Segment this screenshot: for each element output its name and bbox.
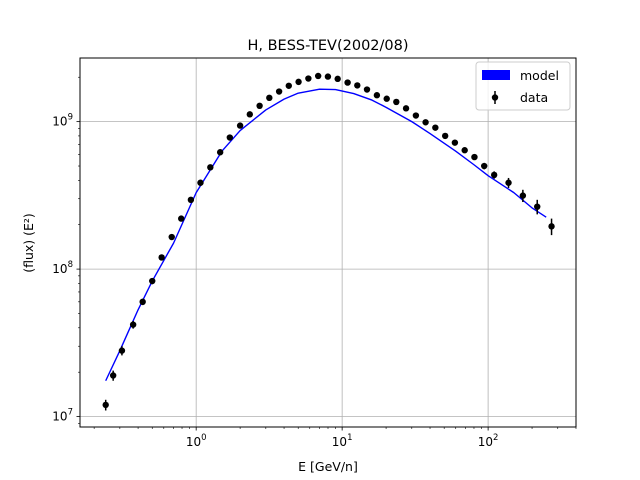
y-tick-label: 108 (52, 260, 73, 276)
data-point (246, 111, 253, 118)
data-point (412, 112, 420, 119)
data-point (393, 98, 400, 106)
data-point (402, 105, 410, 112)
data-point (441, 132, 449, 140)
legend-model-label: model (520, 68, 559, 83)
data-point (373, 92, 381, 99)
data-point (149, 277, 156, 285)
chart-title: H, BESS-TEV(2002/08) (247, 38, 408, 54)
data-point (139, 298, 146, 306)
data-point (236, 122, 244, 129)
legend: model data (475, 61, 571, 111)
data-point (519, 192, 527, 199)
legend-data-label: data (520, 90, 548, 105)
data-point (256, 102, 263, 110)
data-point (275, 88, 283, 95)
data-point (490, 171, 498, 179)
data-point (534, 203, 541, 210)
data-point (422, 119, 429, 126)
data-point (158, 254, 165, 261)
data-point (334, 75, 341, 83)
legend-data-marker (491, 94, 499, 101)
model-line (105, 88, 547, 382)
data-point (461, 147, 468, 154)
ticks: 100 101 102 107 108 109 (52, 76, 577, 449)
data-point (118, 347, 126, 354)
y-axis-label: (flux) (E²) (21, 213, 36, 273)
data-point (102, 401, 109, 409)
data-point (344, 79, 351, 86)
data-point (363, 86, 371, 93)
data-point (548, 223, 555, 230)
data-point (187, 196, 195, 204)
data-point (226, 134, 234, 141)
data-point (178, 215, 185, 222)
data-point (207, 164, 214, 171)
data-point (471, 153, 478, 161)
data-point (505, 179, 512, 186)
x-tick-label: 101 (332, 433, 353, 449)
legend-model-swatch (482, 70, 510, 80)
data-point (285, 82, 292, 89)
data-point (432, 124, 439, 131)
data-point (324, 73, 332, 80)
grid (80, 58, 576, 427)
data-point (305, 75, 312, 82)
y-tick-label: 109 (52, 113, 73, 129)
data-point (197, 179, 204, 186)
x-tick-label: 102 (478, 433, 499, 449)
plot-area (80, 58, 576, 427)
data-point (451, 139, 459, 146)
data-point (314, 72, 322, 80)
data-point (168, 233, 175, 241)
data-point (266, 94, 273, 102)
data-point (129, 321, 137, 328)
x-tick-label: 100 (186, 433, 207, 449)
x-axis-label: E [GeV/n] (298, 459, 358, 474)
data-point (383, 95, 390, 102)
data-point (480, 162, 488, 170)
data-point (216, 149, 224, 156)
data-point (295, 78, 302, 86)
y-tick-label: 107 (52, 408, 73, 424)
data-point (354, 82, 361, 89)
data-point (109, 372, 117, 379)
series-layer (102, 72, 555, 411)
